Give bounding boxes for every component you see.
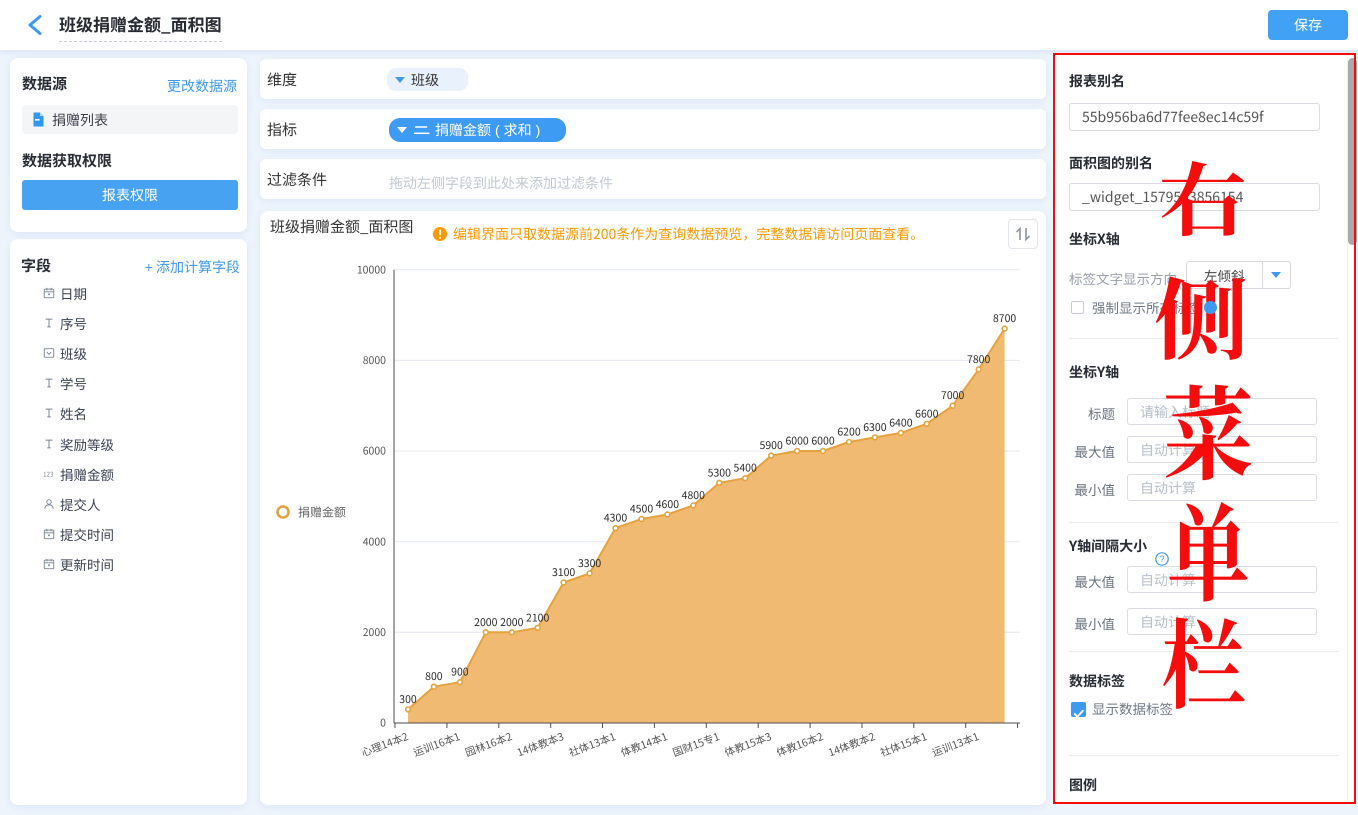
svg-text:7000: 7000 [941,388,964,403]
svg-text:4300: 4300 [604,511,627,526]
svg-text:6600: 6600 [915,406,938,421]
svg-text:7800: 7800 [967,352,990,367]
svg-text:?: ? [1159,554,1164,564]
svg-text:14体教本2: 14体教本2 [826,729,877,760]
svg-text:国财15专1: 国财15专1 [671,729,722,760]
svg-text:捐赠金额: 捐赠金额 [298,504,346,521]
svg-text:10000: 10000 [357,262,386,277]
svg-text:4800: 4800 [682,488,705,503]
svg-text:运训16本1: 运训16本1 [411,729,462,760]
svg-text:心理14本2: 心理14本2 [359,729,410,760]
svg-text:123: 123 [43,470,54,479]
svg-text:体教14本1: 体教14本1 [619,729,670,760]
svg-text:6000: 6000 [785,434,808,449]
svg-text:4000: 4000 [363,534,386,549]
svg-text:3100: 3100 [552,565,575,580]
svg-text:2000: 2000 [474,615,497,630]
svg-text:800: 800 [425,669,443,684]
svg-text:6400: 6400 [889,415,912,430]
svg-text:5300: 5300 [708,465,731,480]
svg-text:14体教本3: 14体教本3 [515,729,566,760]
svg-text:2000: 2000 [500,615,523,630]
svg-text:0: 0 [380,716,386,731]
svg-text:社体15本1: 社体15本1 [878,729,929,760]
svg-text:6200: 6200 [837,425,860,440]
svg-text:4600: 4600 [656,497,679,512]
svg-text:300: 300 [399,692,417,707]
svg-text:体教15本3: 体教15本3 [722,729,773,760]
svg-text:900: 900 [451,665,469,680]
svg-text:6000: 6000 [363,444,386,459]
svg-text:2000: 2000 [363,625,386,640]
svg-text:体教16本2: 体教16本2 [774,729,825,760]
svg-text:5400: 5400 [734,461,757,476]
svg-text:5900: 5900 [760,438,783,453]
svg-text:4500: 4500 [630,502,653,517]
svg-text:8000: 8000 [363,353,386,368]
svg-text:6000: 6000 [811,434,834,449]
svg-text:园林16本2: 园林16本2 [463,729,514,760]
svg-text:运训13本1: 运训13本1 [930,729,981,760]
svg-text:3300: 3300 [578,556,601,571]
svg-text:6300: 6300 [863,420,886,435]
svg-text:8700: 8700 [993,311,1016,326]
svg-text:社体13本1: 社体13本1 [567,729,618,760]
svg-text:2100: 2100 [526,610,549,625]
